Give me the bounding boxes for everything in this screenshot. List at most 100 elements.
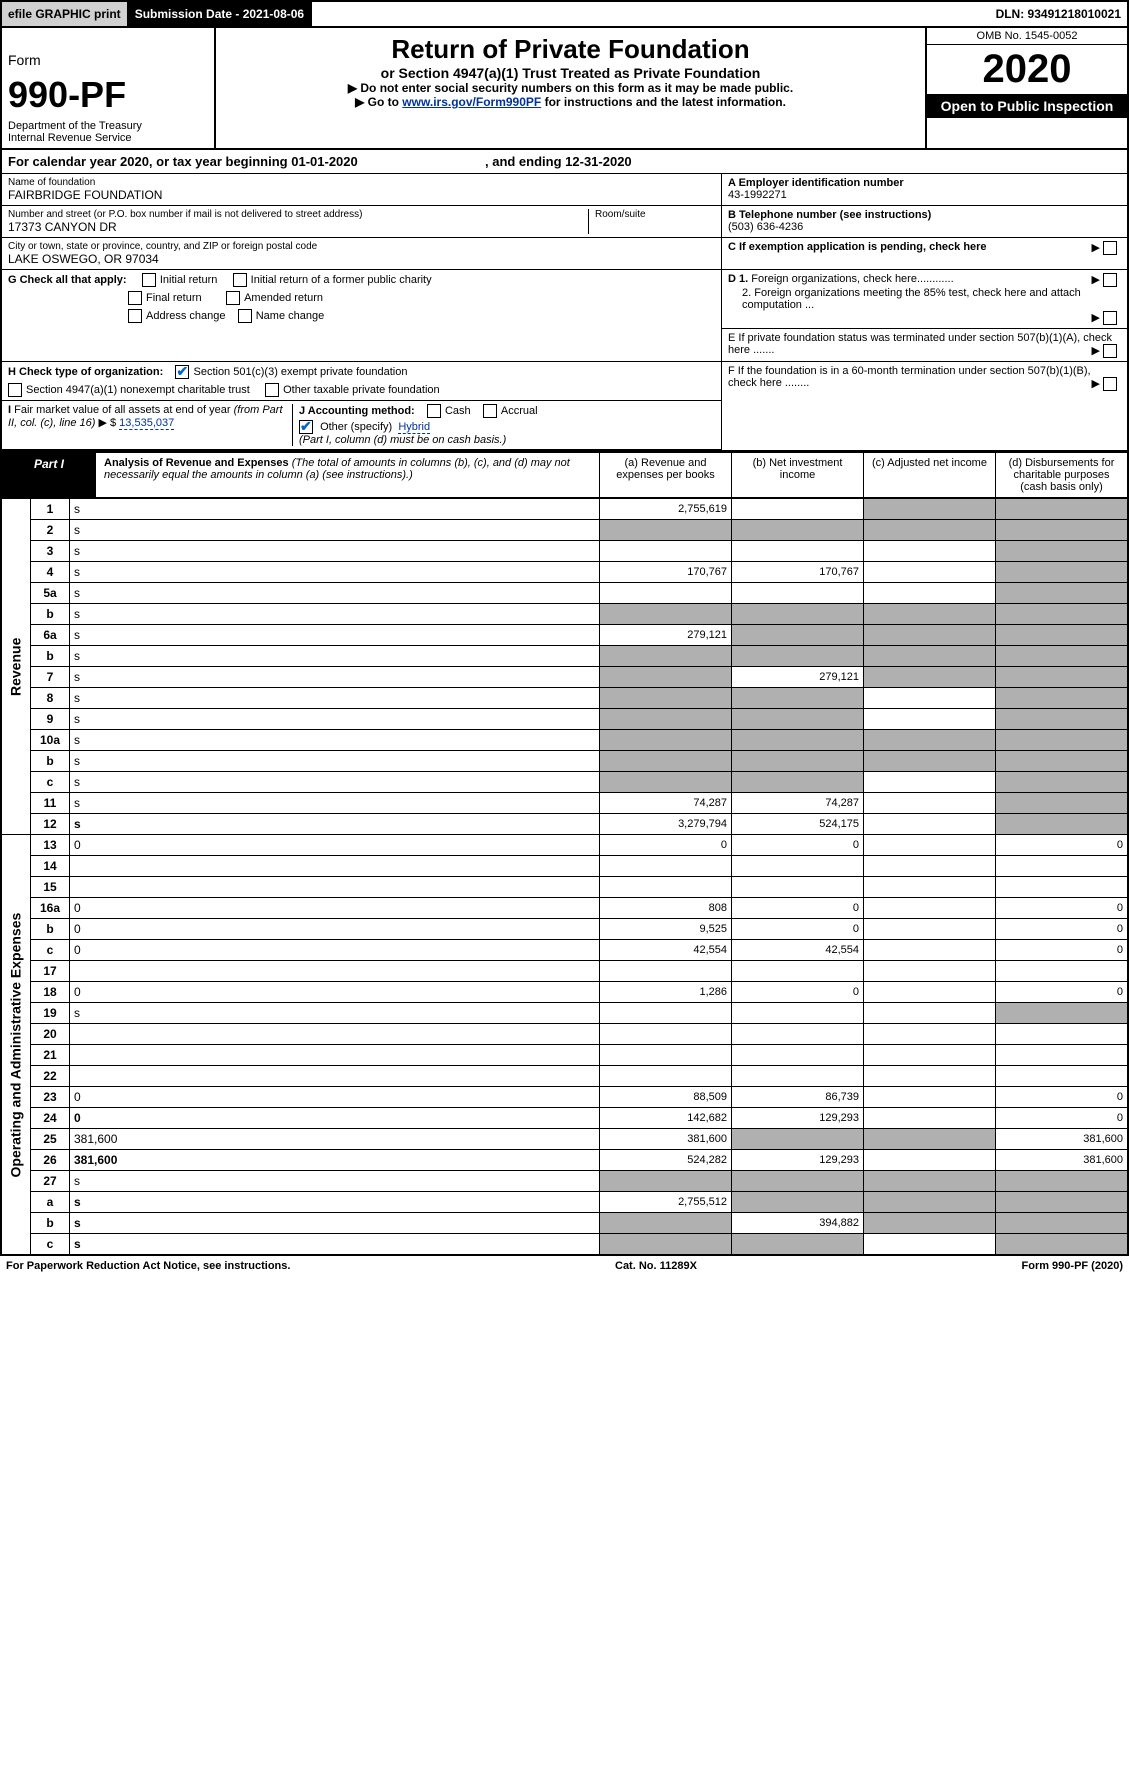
j-label: J Accounting method: (299, 405, 415, 417)
g-final-label: Final return (146, 292, 202, 304)
line-desc: s (70, 520, 600, 541)
line-desc: 381,600 (70, 1129, 600, 1150)
line-desc: 0 (70, 1108, 600, 1129)
line-desc: s (70, 688, 600, 709)
col-a-header: (a) Revenue and expenses per books (599, 453, 731, 497)
efile-print-button[interactable]: efile GRAPHIC print (2, 2, 129, 26)
j-other-checkbox[interactable] (299, 420, 313, 434)
line-number: 8 (31, 688, 70, 709)
omb-number: OMB No. 1545-0052 (927, 28, 1127, 45)
line-number: 6a (31, 625, 70, 646)
instructions-link[interactable]: www.irs.gov/Form990PF (402, 95, 541, 109)
note-goto-post: for instructions and the latest informat… (541, 95, 786, 109)
line-desc (70, 1045, 600, 1066)
submission-date: Submission Date - 2021-08-06 (129, 2, 312, 26)
city-state-zip: LAKE OSWEGO, OR 97034 (8, 252, 715, 266)
g-initial-checkbox[interactable] (142, 273, 156, 287)
side-label: Operating and Administrative Expenses (1, 835, 31, 1256)
form-title: Return of Private Foundation (222, 34, 919, 65)
h-other-checkbox[interactable] (265, 383, 279, 397)
line-desc (70, 856, 600, 877)
h-501c3-label: Section 501(c)(3) exempt private foundat… (193, 366, 407, 378)
c-label: C If exemption application is pending, c… (728, 241, 987, 253)
addr-label: Number and street (or P.O. box number if… (8, 209, 588, 220)
f-checkbox[interactable] (1103, 377, 1117, 391)
line-number: 16a (31, 898, 70, 919)
h-other-label: Other taxable private foundation (283, 384, 440, 396)
tax-year: 2020 (927, 45, 1127, 94)
line-number: 23 (31, 1087, 70, 1108)
note-ssn: ▶ Do not enter social security numbers o… (222, 81, 919, 95)
j-cash-checkbox[interactable] (427, 404, 441, 418)
d2-label: 2. Foreign organizations meeting the 85%… (728, 287, 1121, 311)
line-desc: s (70, 1234, 600, 1256)
note-goto-pre: ▶ Go to (355, 95, 402, 109)
line-number: 2 (31, 520, 70, 541)
name-label: Name of foundation (8, 177, 715, 188)
line-number: 12 (31, 814, 70, 835)
form-header: Form990-PF Department of the Treasury In… (0, 28, 1129, 150)
g-amended-label: Amended return (244, 292, 323, 304)
line-number: c (31, 940, 70, 961)
line-desc: s (70, 814, 600, 835)
cal-end: 12-31-2020 (565, 154, 632, 169)
e-checkbox[interactable] (1103, 344, 1117, 358)
col-b-header: (b) Net investment income (731, 453, 863, 497)
h-label: H Check type of organization: (8, 366, 163, 378)
j-accrual-checkbox[interactable] (483, 404, 497, 418)
h-4947-label: Section 4947(a)(1) nonexempt charitable … (26, 384, 250, 396)
line-number: 22 (31, 1066, 70, 1087)
g-initial-former-checkbox[interactable] (233, 273, 247, 287)
col-d-header: (d) Disbursements for charitable purpose… (995, 453, 1127, 497)
line-number: c (31, 772, 70, 793)
line-number: 3 (31, 541, 70, 562)
line-number: 11 (31, 793, 70, 814)
foundation-name: FAIRBRIDGE FOUNDATION (8, 188, 715, 202)
line-desc: s (70, 1213, 600, 1234)
e-label: E If private foundation status was termi… (728, 332, 1112, 356)
line-number: 18 (31, 982, 70, 1003)
cal-pre: For calendar year 2020, or tax year begi… (8, 154, 291, 169)
h-4947-checkbox[interactable] (8, 383, 22, 397)
page-footer: For Paperwork Reduction Act Notice, see … (0, 1256, 1129, 1276)
line-number: b (31, 646, 70, 667)
part1-table: Revenue1s2,755,6192s3s4s170,767170,7675a… (0, 498, 1129, 1256)
form-subtitle: or Section 4947(a)(1) Trust Treated as P… (222, 65, 919, 81)
d1-label: Foreign organizations, check here.......… (751, 273, 953, 285)
line-number: 26 (31, 1150, 70, 1171)
line-number: 7 (31, 667, 70, 688)
cal-mid: , and ending (485, 154, 565, 169)
line-desc: s (70, 667, 600, 688)
line-desc: 381,600 (70, 1150, 600, 1171)
footer-right: Form 990-PF (2020) (1022, 1260, 1123, 1272)
g-name-checkbox[interactable] (238, 309, 252, 323)
part1-title: Analysis of Revenue and Expenses (104, 457, 292, 469)
line-number: b (31, 604, 70, 625)
d2-checkbox[interactable] (1103, 311, 1117, 325)
line-desc: s (70, 541, 600, 562)
line-desc: 0 (70, 940, 600, 961)
city-label: City or town, state or province, country… (8, 241, 715, 252)
dln: DLN: 93491218010021 (990, 2, 1127, 26)
line-desc: s (70, 499, 600, 520)
line-number: b (31, 919, 70, 940)
part1-header: Part I Analysis of Revenue and Expenses … (0, 451, 1129, 498)
j-other-value: Hybrid (398, 421, 430, 434)
i-value: 13,535,037 (119, 417, 174, 430)
line-number: 21 (31, 1045, 70, 1066)
line-desc: s (70, 604, 600, 625)
j-note: (Part I, column (d) must be on cash basi… (299, 434, 715, 446)
g-amended-checkbox[interactable] (226, 291, 240, 305)
line-desc: s (70, 751, 600, 772)
g-final-checkbox[interactable] (128, 291, 142, 305)
d1-checkbox[interactable] (1103, 273, 1117, 287)
line-desc: s (70, 562, 600, 583)
c-checkbox[interactable] (1103, 241, 1117, 255)
line-number: 13 (31, 835, 70, 856)
g-addr-checkbox[interactable] (128, 309, 142, 323)
line-number: 1 (31, 499, 70, 520)
h-501c3-checkbox[interactable] (175, 365, 189, 379)
form-label: Form (8, 52, 41, 68)
line-desc: 0 (70, 898, 600, 919)
line-number: a (31, 1192, 70, 1213)
